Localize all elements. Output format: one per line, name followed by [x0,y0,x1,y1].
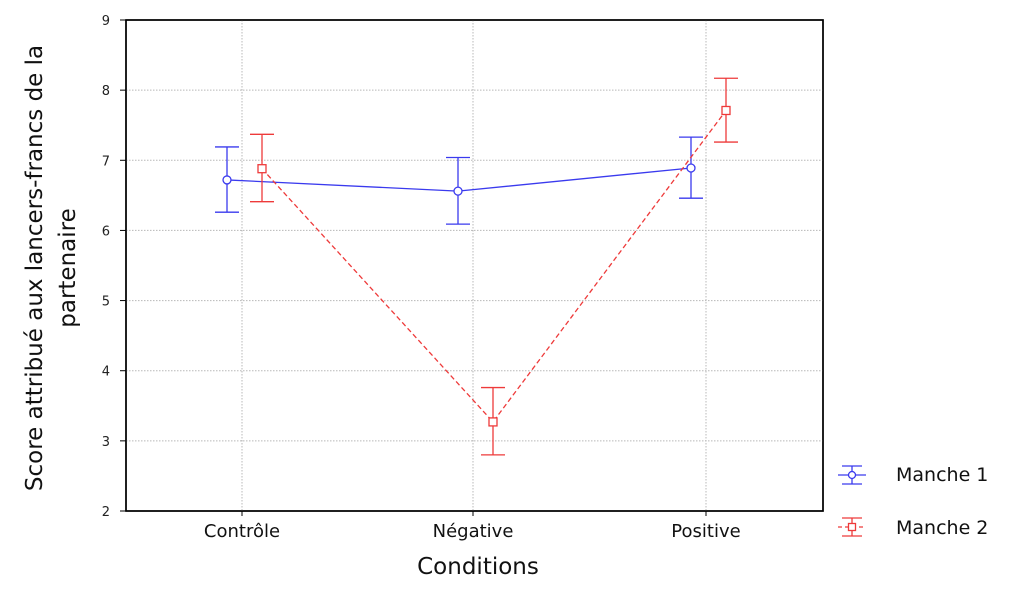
plot-area [125,19,824,512]
y-tick-label-4: 4 [102,365,110,380]
data-point-manche-1-controle [222,175,232,185]
gridlines [126,20,823,511]
x-tick-label-controle: Contrôle [204,521,280,542]
y-axis-title-line-1: Score attribué aux lancers-francs de la [22,45,48,491]
x-axis-ticks: Contrôle Négative Positive [204,511,741,542]
legend-symbol-manche-1 [838,465,866,485]
data-point-manche-1-positive [686,163,696,173]
x-axis-title: Conditions [417,554,539,580]
legend-symbol-manche-2 [838,517,866,537]
y-axis-title-line-2: partenaire [55,208,81,327]
y-tick-label-9: 9 [102,14,110,29]
y-tick-label-3: 3 [102,435,110,450]
x-tick-label-negative: Négative [433,521,514,542]
data-point-manche-2-controle [257,164,267,174]
data-point-manche-1-negative [453,186,463,196]
data-point-manche-2-negative [488,417,498,427]
series-layer [215,77,738,456]
legend-item-manche-1: Manche 1 [838,464,988,486]
legend-marker-manche-1 [847,470,857,480]
legend-item-manche-2: Manche 2 [838,517,988,539]
y-tick-label-5: 5 [102,295,110,310]
series-manche-1 [215,136,703,225]
legend: Manche 1 Manche 2 [838,464,988,539]
y-tick-label-6: 6 [102,224,110,239]
legend-label-manche-1: Manche 1 [896,464,988,486]
y-axis-title: Score attribué aux lancers-francs de la … [22,45,81,491]
y-tick-label-2: 2 [102,505,110,520]
legend-marker-manche-2 [847,522,857,532]
y-tick-label-8: 8 [102,84,110,99]
data-point-manche-2-positive [721,105,731,116]
x-tick-label-positive: Positive [671,521,740,542]
plot-border [125,19,824,512]
legend-label-manche-2: Manche 2 [896,517,988,539]
y-tick-label-7: 7 [102,154,110,169]
series-line-manche-2 [261,110,727,423]
y-axis-ticks: 2 3 4 5 6 7 8 9 [102,14,126,520]
series-manche-2 [250,77,738,456]
